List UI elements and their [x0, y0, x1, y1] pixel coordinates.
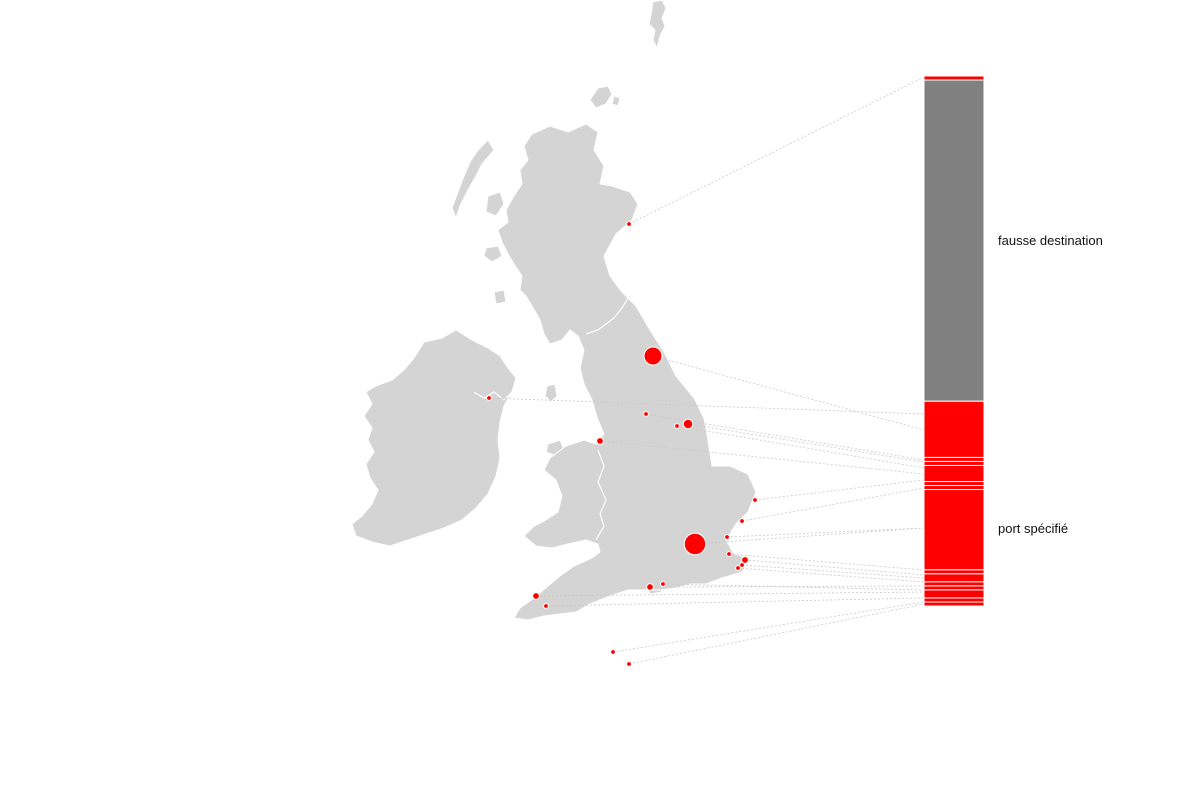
bar-segment-port_specified	[923, 456, 985, 462]
great-britain	[497, 123, 757, 621]
port-marker	[739, 562, 745, 568]
port-marker	[626, 221, 632, 227]
port-marker	[543, 603, 549, 609]
outer-hebrides	[451, 139, 495, 220]
leader-line	[662, 583, 925, 591]
port-marker	[724, 534, 730, 540]
bar-segment-port_specified	[923, 589, 985, 599]
bar-segment-port_specified	[923, 601, 985, 607]
port-marker	[486, 395, 492, 401]
leader-line	[687, 423, 925, 463]
port-marker	[596, 437, 604, 445]
ireland	[351, 329, 517, 547]
port-markers	[486, 221, 758, 667]
bar-segment-false_destination	[923, 79, 985, 402]
isle-of-skye	[485, 191, 505, 217]
leader-line	[728, 553, 925, 571]
bar-segment-port_specified	[923, 481, 985, 487]
landmass	[351, 0, 757, 621]
northern-ireland-border	[473, 391, 513, 401]
scotland-england-border	[585, 297, 629, 335]
port-marker	[726, 551, 732, 557]
leader-line	[535, 591, 925, 597]
label-false-destination: fausse destination	[998, 233, 1103, 248]
leader-line	[741, 487, 925, 522]
port-marker	[682, 418, 694, 430]
orkney-islands	[589, 85, 613, 109]
leader-line	[612, 601, 925, 653]
isle-of-mull	[483, 245, 503, 263]
port-marker	[626, 661, 632, 667]
leader-line	[628, 76, 925, 225]
port-marker	[752, 497, 758, 503]
bar-segment-port_specified	[923, 569, 985, 575]
isle-of-man	[544, 383, 558, 403]
port-marker	[674, 423, 680, 429]
shetland-islands	[648, 0, 667, 50]
port-marker	[735, 565, 741, 571]
leader-line	[652, 355, 925, 431]
islay	[493, 289, 507, 305]
port-marker	[683, 532, 707, 556]
leader-line	[676, 425, 925, 469]
bar-segment-port_specified	[923, 585, 985, 591]
leader-lines	[488, 76, 925, 665]
leader-line	[754, 479, 925, 501]
bar-segment-port_specified	[923, 485, 985, 491]
wales-england-border	[595, 449, 607, 541]
port-marker	[741, 556, 749, 564]
port-marker	[646, 583, 654, 591]
leader-line	[726, 527, 925, 538]
leader-line	[741, 564, 925, 579]
orkney-island-small	[611, 95, 621, 107]
port-marker	[643, 346, 663, 366]
port-marker	[643, 411, 649, 417]
leader-line	[628, 603, 925, 665]
port-marker	[739, 518, 745, 524]
port-marker	[660, 581, 666, 587]
bar-segment-port_specified	[923, 597, 985, 603]
label-port-specified: port spécifié	[998, 521, 1069, 536]
bar-segment-port_specified	[923, 573, 985, 583]
port-marker	[610, 649, 616, 655]
bar-segment-port_specified	[923, 400, 985, 458]
leader-line	[545, 597, 925, 607]
bar-segment-port_specified	[923, 581, 985, 587]
leader-line	[737, 567, 925, 583]
leader-line	[488, 397, 925, 415]
bar-segment-port_specified	[923, 464, 985, 483]
bar-segment-port_specified	[923, 460, 985, 466]
port-marker	[532, 592, 540, 600]
stacked-bar	[923, 75, 985, 607]
bar-segment-port_specified	[923, 489, 985, 571]
leader-line	[645, 413, 925, 461]
leader-line	[744, 559, 925, 576]
bar-segment-port_specified	[923, 75, 985, 81]
